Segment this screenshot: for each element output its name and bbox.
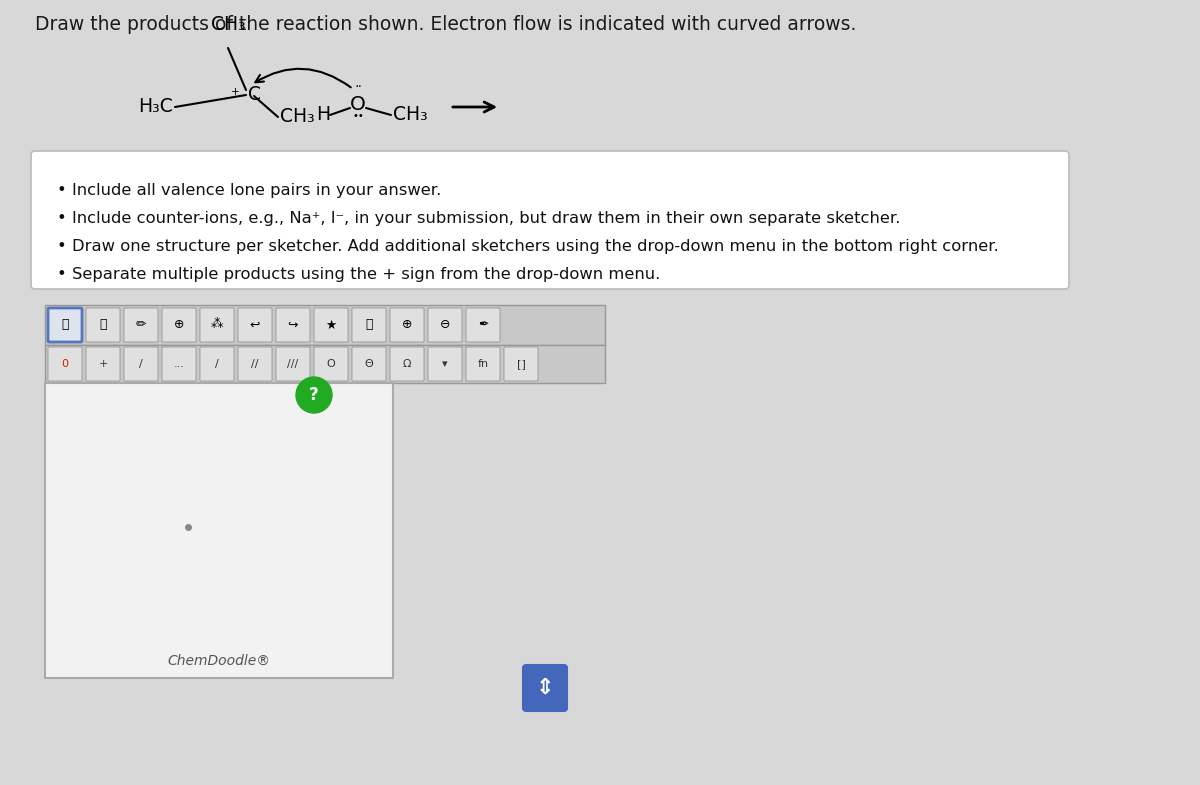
Text: +: + <box>98 359 108 369</box>
FancyBboxPatch shape <box>200 308 234 342</box>
Text: ✋: ✋ <box>61 319 68 331</box>
Text: O: O <box>350 96 366 115</box>
Text: $^+$: $^+$ <box>228 87 240 103</box>
FancyBboxPatch shape <box>276 308 310 342</box>
FancyBboxPatch shape <box>314 308 348 342</box>
Text: 🔑: 🔑 <box>100 319 107 331</box>
FancyBboxPatch shape <box>86 308 120 342</box>
FancyBboxPatch shape <box>238 308 272 342</box>
Text: CH₃: CH₃ <box>280 108 314 126</box>
Text: ↩: ↩ <box>250 319 260 331</box>
FancyBboxPatch shape <box>86 347 120 381</box>
Text: ...: ... <box>174 359 185 369</box>
Text: Draw the products of the reaction shown. Electron flow is indicated with curved : Draw the products of the reaction shown.… <box>35 15 857 34</box>
Text: []: [] <box>516 359 526 369</box>
Text: ¨: ¨ <box>354 86 361 100</box>
Text: 0: 0 <box>61 359 68 369</box>
FancyBboxPatch shape <box>46 345 605 383</box>
Text: H₃C: H₃C <box>138 97 173 116</box>
Text: 📋: 📋 <box>365 319 373 331</box>
Text: ▾: ▾ <box>442 359 448 369</box>
Text: O: O <box>326 359 335 369</box>
FancyBboxPatch shape <box>31 151 1069 289</box>
FancyBboxPatch shape <box>162 347 196 381</box>
Text: ✒: ✒ <box>478 319 488 331</box>
Text: H: H <box>316 105 330 125</box>
Text: ⇕: ⇕ <box>535 678 554 698</box>
Text: ⊕: ⊕ <box>174 319 185 331</box>
Text: //: // <box>251 359 259 369</box>
FancyBboxPatch shape <box>46 305 605 345</box>
Text: /: / <box>139 359 143 369</box>
FancyArrowPatch shape <box>256 69 350 87</box>
Text: CH₃: CH₃ <box>394 105 427 125</box>
Text: fn: fn <box>478 359 488 369</box>
FancyBboxPatch shape <box>48 308 82 342</box>
FancyBboxPatch shape <box>124 308 158 342</box>
Text: ★: ★ <box>325 319 337 331</box>
FancyBboxPatch shape <box>466 347 500 381</box>
Text: ⊕: ⊕ <box>402 319 413 331</box>
Text: /: / <box>215 359 218 369</box>
FancyBboxPatch shape <box>504 347 538 381</box>
Text: • Include all valence lone pairs in your answer.: • Include all valence lone pairs in your… <box>58 183 442 198</box>
Text: ⁂: ⁂ <box>211 319 223 331</box>
Text: ?: ? <box>310 386 319 404</box>
FancyBboxPatch shape <box>276 347 310 381</box>
FancyBboxPatch shape <box>352 347 386 381</box>
Text: • Separate multiple products using the + sign from the drop-down menu.: • Separate multiple products using the +… <box>58 267 660 282</box>
FancyBboxPatch shape <box>162 308 196 342</box>
Text: Ω: Ω <box>403 359 412 369</box>
FancyBboxPatch shape <box>238 347 272 381</box>
FancyBboxPatch shape <box>352 308 386 342</box>
FancyBboxPatch shape <box>466 308 500 342</box>
Text: ✏: ✏ <box>136 319 146 331</box>
Text: Θ: Θ <box>365 359 373 369</box>
Text: C: C <box>248 86 262 104</box>
Circle shape <box>296 377 332 413</box>
Text: ⊖: ⊖ <box>439 319 450 331</box>
Text: ••: •• <box>352 111 364 121</box>
Text: ChemDoodle®: ChemDoodle® <box>168 654 270 668</box>
FancyBboxPatch shape <box>523 665 568 711</box>
Text: • Include counter-ions, e.g., Na⁺, I⁻, in your submission, but draw them in thei: • Include counter-ions, e.g., Na⁺, I⁻, i… <box>58 211 900 226</box>
FancyBboxPatch shape <box>390 308 424 342</box>
Text: • Draw one structure per sketcher. Add additional sketchers using the drop-down : • Draw one structure per sketcher. Add a… <box>58 239 998 254</box>
Text: ↪: ↪ <box>288 319 299 331</box>
FancyBboxPatch shape <box>314 347 348 381</box>
FancyBboxPatch shape <box>428 347 462 381</box>
Text: ///: /// <box>287 359 299 369</box>
FancyBboxPatch shape <box>48 347 82 381</box>
Text: CH₃: CH₃ <box>211 15 245 34</box>
FancyBboxPatch shape <box>428 308 462 342</box>
FancyBboxPatch shape <box>200 347 234 381</box>
FancyBboxPatch shape <box>46 383 394 678</box>
FancyBboxPatch shape <box>124 347 158 381</box>
FancyBboxPatch shape <box>390 347 424 381</box>
